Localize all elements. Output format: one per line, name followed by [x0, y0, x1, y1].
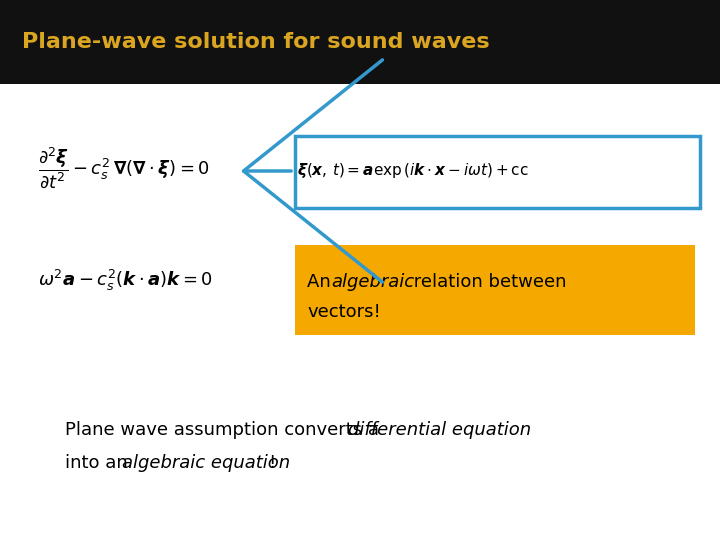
Text: $\dfrac{\partial^2\boldsymbol{\xi}}{\partial t^2} - c_s^2\,\boldsymbol{\nabla}(\: $\dfrac{\partial^2\boldsymbol{\xi}}{\par… [38, 145, 210, 191]
FancyBboxPatch shape [295, 245, 695, 335]
Text: $\omega^2\boldsymbol{a} - c_s^2\left(\boldsymbol{k}\cdot\boldsymbol{a}\right)\bo: $\omega^2\boldsymbol{a} - c_s^2\left(\bo… [38, 267, 213, 293]
Text: An: An [307, 273, 336, 291]
Bar [0, 0, 720, 84]
FancyBboxPatch shape [295, 136, 700, 208]
Text: into an: into an [65, 454, 133, 472]
Text: relation between: relation between [408, 273, 567, 291]
Text: !: ! [268, 454, 275, 472]
Text: Plane wave assumption converts a: Plane wave assumption converts a [65, 421, 384, 439]
Text: Plane-wave solution for sound waves: Plane-wave solution for sound waves [22, 32, 490, 52]
Text: algebraic equation: algebraic equation [122, 454, 290, 472]
Text: vectors!: vectors! [307, 303, 381, 321]
Text: algebraic: algebraic [331, 273, 414, 291]
Text: $\boldsymbol{\xi}(\boldsymbol{x},\,t) = \boldsymbol{a}\exp\left(i\boldsymbol{k}\: $\boldsymbol{\xi}(\boldsymbol{x},\,t) = … [297, 161, 528, 180]
Text: differential equation: differential equation [348, 421, 531, 439]
